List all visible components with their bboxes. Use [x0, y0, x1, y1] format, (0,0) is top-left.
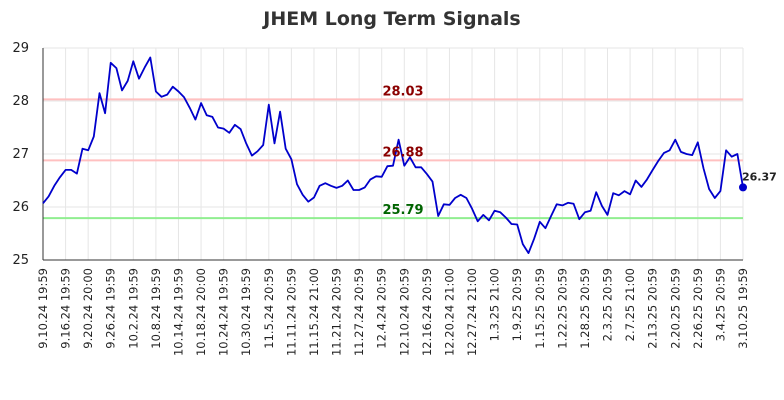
x-tick-label: 12.20.24 21:00 — [442, 268, 456, 356]
y-tick-label: 29 — [12, 41, 29, 56]
reference-line-label: 26.88 — [382, 145, 423, 160]
x-tick-label: 1.15.25 20:59 — [533, 268, 547, 349]
x-tick-label: 10.2.24 19:59 — [126, 268, 140, 349]
x-tick-label: 11.15.24 21:00 — [307, 268, 321, 356]
x-tick-label: 9.20.24 20:00 — [81, 268, 95, 349]
x-tick-label: 9.10.24 19:59 — [36, 268, 50, 349]
x-tick-label: 12.27.24 21:00 — [465, 268, 479, 356]
x-tick-label: 12.10.24 20:59 — [397, 268, 411, 356]
x-tick-label: 2.13.25 20:59 — [646, 268, 660, 349]
x-tick-label: 12.16.24 20:59 — [420, 268, 434, 356]
x-tick-label: 1.28.25 20:59 — [578, 268, 592, 349]
axes: 25 26 27 28 29 9.10.24 19:59 9.16.24 19:59 9.20… — [12, 41, 750, 356]
x-tick-label: 10.30.24 19:59 — [239, 268, 253, 356]
x-tick-label: 10.14.24 19:59 — [171, 268, 185, 356]
y-tick-label: 25 — [12, 253, 29, 268]
last-value-point — [739, 183, 747, 192]
x-tick-label: 12.4.24 20:59 — [375, 268, 389, 349]
reference-lines — [43, 98, 743, 220]
y-tick-label: 28 — [12, 94, 29, 109]
x-tick-label: 1.22.25 20:59 — [555, 268, 569, 349]
x-tick-label: 3.10.25 19:59 — [736, 268, 750, 349]
x-tick-label: 1.3.25 21:00 — [488, 268, 502, 341]
x-tick-label: 10.8.24 19:59 — [149, 268, 163, 349]
x-tick-label: 1.9.25 20:59 — [510, 268, 524, 341]
x-tick-label: 2.26.25 20:59 — [691, 268, 705, 349]
x-tick-label: 11.5.24 20:59 — [262, 268, 276, 349]
y-tick-label: 27 — [12, 147, 29, 162]
chart-title: JHEM Long Term Signals — [261, 8, 520, 30]
series-layer — [42, 56, 744, 255]
last-value-label: 26.37 — [742, 170, 777, 183]
x-tick-label: 9.26.24 19:59 — [104, 268, 118, 349]
x-tick-label: 11.27.24 20:59 — [352, 268, 366, 356]
x-tick-label: 9.16.24 19:59 — [59, 268, 73, 349]
x-tick-label: 2.20.25 20:59 — [668, 268, 682, 349]
x-tick-label: 3.4.25 20:59 — [713, 268, 727, 341]
y-tick-label: 26 — [12, 200, 29, 215]
x-tick-label: 2.3.25 20:59 — [601, 268, 615, 341]
x-tick-label: 11.11.24 20:59 — [284, 268, 298, 356]
x-tick-label: 2.7.25 21:00 — [623, 268, 637, 341]
reference-line-label: 28.03 — [382, 84, 423, 99]
series-line — [42, 56, 744, 255]
x-tick-label: 10.24.24 19:59 — [217, 268, 231, 356]
reference-line-label: 25.79 — [382, 203, 423, 218]
x-tick-label: 11.21.24 20:59 — [330, 268, 344, 356]
labels-layer: 28.03 26.88 25.79 26.37 — [382, 84, 776, 218]
x-tick-label: 10.18.24 20:00 — [194, 268, 208, 356]
